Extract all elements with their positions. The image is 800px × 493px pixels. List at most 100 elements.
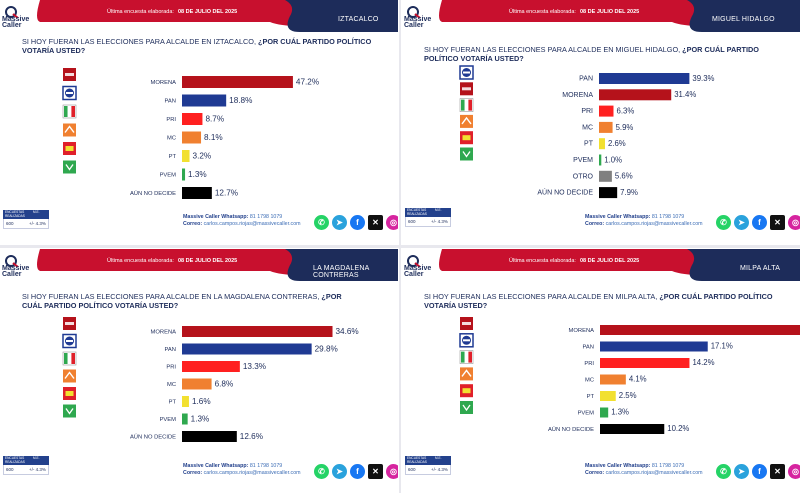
question-text: SI HOY FUERAN LAS ELECCIONES PARA ALCALD… xyxy=(22,37,259,46)
bar-pt xyxy=(599,138,605,150)
value-label: 1.3% xyxy=(191,414,210,423)
whatsapp-icon[interactable]: ✆ xyxy=(314,215,329,230)
survey-date-label: Última encuesta elaborada: xyxy=(509,258,576,264)
bar-pri xyxy=(182,113,203,125)
category-label: PAN xyxy=(579,75,593,82)
category-label: PVEM xyxy=(578,410,595,416)
bar-pvem xyxy=(182,168,186,181)
bar-aún-no-decide xyxy=(599,187,618,199)
instagram-icon[interactable]: ◎ xyxy=(386,464,398,479)
sample-size-label: ENCUESTAS REALIZADAS xyxy=(407,208,427,216)
category-label: PVEM xyxy=(160,173,177,179)
survey-date: 08 DE JULIO DEL 2025 xyxy=(178,258,238,264)
party-logo-pt-icon xyxy=(63,387,76,400)
email-address[interactable]: carlos.campos.riojas@massivecaller.com xyxy=(605,221,703,227)
survey-date: 08 DE JULIO DEL 2025 xyxy=(178,9,238,15)
sample-size-value: 600 xyxy=(408,219,416,224)
whatsapp-number[interactable]: 81 1798 1079 xyxy=(249,463,283,469)
instagram-icon[interactable]: ◎ xyxy=(788,215,800,230)
margin-error-value: +/- 4.3% xyxy=(29,221,46,226)
whatsapp-icon[interactable]: ✆ xyxy=(314,464,329,479)
telegram-icon[interactable]: ➤ xyxy=(332,464,347,479)
header-navy-band xyxy=(285,249,398,281)
category-label: MORENA xyxy=(569,328,595,334)
facebook-icon[interactable]: f xyxy=(752,215,767,230)
party-logo-morena-icon xyxy=(460,82,473,96)
header-navy-band xyxy=(285,0,398,32)
sample-size-value: 600 xyxy=(6,467,14,472)
bar-chart: MORENA50.6%PAN17.1%PRI14.2%MC4.1%PT2.5%P… xyxy=(459,317,800,434)
category-label: MC xyxy=(585,377,594,383)
whatsapp-icon[interactable]: ✆ xyxy=(716,464,731,479)
whatsapp-icon[interactable]: ✆ xyxy=(716,215,731,230)
margin-error-value: +/- 4.3% xyxy=(29,467,46,472)
party-logo-pvem-icon xyxy=(63,404,76,418)
party-logo-pvem-icon xyxy=(460,401,473,414)
facebook-icon[interactable]: f xyxy=(350,464,365,479)
massive-caller-logo: Massive Caller xyxy=(404,6,434,32)
bar-otro xyxy=(599,170,612,182)
category-label: PRI xyxy=(581,108,593,115)
x-icon[interactable]: ✕ xyxy=(368,464,383,479)
bar-morena xyxy=(182,326,333,337)
x-icon[interactable]: ✕ xyxy=(770,215,785,230)
margin-error-value: +/- 4.3% xyxy=(431,219,448,224)
party-logo-pri-icon xyxy=(62,351,77,366)
massive-caller-logo: Massive Caller xyxy=(2,255,32,281)
contact-info: Massive Caller Whatsapp: 81 1798 1079 Cor… xyxy=(585,214,703,228)
telegram-icon[interactable]: ➤ xyxy=(734,464,749,479)
bar-chart: MORENA 47.2% PAN 18.8% PRI 8.7% MC 8.1% PT 3.2% PV… xyxy=(62,68,319,199)
party-logo-pt-icon xyxy=(460,384,473,398)
value-label: 4.1% xyxy=(629,375,647,384)
category-label: MORENA xyxy=(562,92,593,99)
value-label: 39.3% xyxy=(692,74,714,83)
instagram-icon[interactable]: ◎ xyxy=(386,215,398,230)
category-label: PT xyxy=(584,141,594,148)
bar-pt xyxy=(600,391,616,401)
telegram-icon[interactable]: ➤ xyxy=(332,215,347,230)
category-label: MORENA xyxy=(151,80,177,86)
value-label: 31.4% xyxy=(674,90,696,99)
logo-text-massive: Massive xyxy=(2,265,30,272)
question-text: SI HOY FUERAN LAS ELECCIONES PARA ALCALD… xyxy=(22,292,322,301)
party-logo-pvem-icon xyxy=(63,160,76,174)
party-logo-morena-icon xyxy=(460,317,473,330)
party-logo-pri-icon xyxy=(62,104,77,119)
category-label: MORENA xyxy=(151,329,177,335)
party-logo-pri-icon xyxy=(459,350,474,364)
contact-info: Massive Caller Whatsapp: 81 1798 1079 Cor… xyxy=(585,463,703,477)
panel-divider-horizontal xyxy=(0,245,800,248)
whatsapp-number[interactable]: 81 1798 1079 xyxy=(249,214,283,220)
party-logo-pvem-icon xyxy=(460,147,473,161)
category-label: MC xyxy=(167,382,176,388)
region-name: IZTACALCO xyxy=(338,16,379,23)
panel-header: Última encuesta elaborada: 08 DE JULIO DE… xyxy=(402,249,800,281)
category-label: PRI xyxy=(166,117,176,123)
social-icons: ✆ ➤ f ✕ ◎ xyxy=(716,464,800,479)
value-label: 17.1% xyxy=(711,342,733,351)
whatsapp-number[interactable]: 81 1798 1079 xyxy=(651,463,685,469)
facebook-icon[interactable]: f xyxy=(752,464,767,479)
x-icon[interactable]: ✕ xyxy=(770,464,785,479)
x-icon[interactable]: ✕ xyxy=(368,215,383,230)
email-label: Correo: xyxy=(183,221,203,227)
telegram-icon[interactable]: ➤ xyxy=(734,215,749,230)
bar-mc xyxy=(182,131,202,144)
category-label: PAN xyxy=(583,344,595,350)
value-label: 12.7% xyxy=(215,189,238,198)
email-address[interactable]: carlos.campos.riojas@massivecaller.com xyxy=(203,221,301,227)
social-icons: ✆ ➤ f ✕ ◎ xyxy=(314,464,398,479)
facebook-icon[interactable]: f xyxy=(350,215,365,230)
email-address[interactable]: carlos.campos.riojas@massivecaller.com xyxy=(203,470,301,476)
party-logo-pan-icon xyxy=(62,333,77,349)
email-address[interactable]: carlos.campos.riojas@massivecaller.com xyxy=(605,470,703,476)
logo-text-caller: Caller xyxy=(2,271,22,278)
value-label: 13.3% xyxy=(243,362,266,371)
margin-error-label: M.E. xyxy=(33,210,40,214)
whatsapp-number[interactable]: 81 1798 1079 xyxy=(651,214,685,220)
margin-error-value: +/- 4.3% xyxy=(431,467,448,472)
social-icons: ✆ ➤ f ✕ ◎ xyxy=(314,215,398,230)
logo-text-massive: Massive xyxy=(404,16,432,23)
category-label: PT xyxy=(169,399,177,405)
instagram-icon[interactable]: ◎ xyxy=(788,464,800,479)
